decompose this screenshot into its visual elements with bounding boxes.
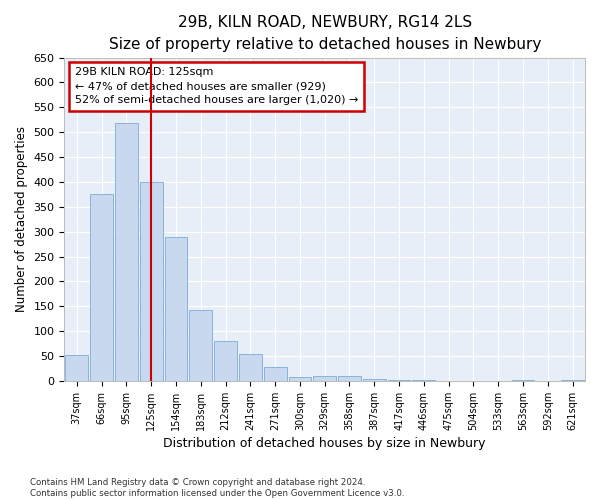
X-axis label: Distribution of detached houses by size in Newbury: Distribution of detached houses by size … <box>163 437 486 450</box>
Bar <box>115 122 138 381</box>
Bar <box>388 380 410 381</box>
Bar <box>363 380 386 381</box>
Y-axis label: Number of detached properties: Number of detached properties <box>15 126 28 312</box>
Bar <box>90 194 113 381</box>
Title: 29B, KILN ROAD, NEWBURY, RG14 2LS
Size of property relative to detached houses i: 29B, KILN ROAD, NEWBURY, RG14 2LS Size o… <box>109 15 541 52</box>
Bar <box>264 367 287 381</box>
Bar <box>65 355 88 381</box>
Bar <box>289 378 311 381</box>
Text: 29B KILN ROAD: 125sqm
← 47% of detached houses are smaller (929)
52% of semi-det: 29B KILN ROAD: 125sqm ← 47% of detached … <box>75 67 358 105</box>
Bar <box>338 376 361 381</box>
Text: Contains HM Land Registry data © Crown copyright and database right 2024.
Contai: Contains HM Land Registry data © Crown c… <box>30 478 404 498</box>
Bar <box>140 182 163 381</box>
Bar <box>239 354 262 381</box>
Bar <box>512 380 535 381</box>
Bar <box>313 376 336 381</box>
Bar <box>214 341 237 381</box>
Bar <box>164 236 187 381</box>
Bar <box>190 310 212 381</box>
